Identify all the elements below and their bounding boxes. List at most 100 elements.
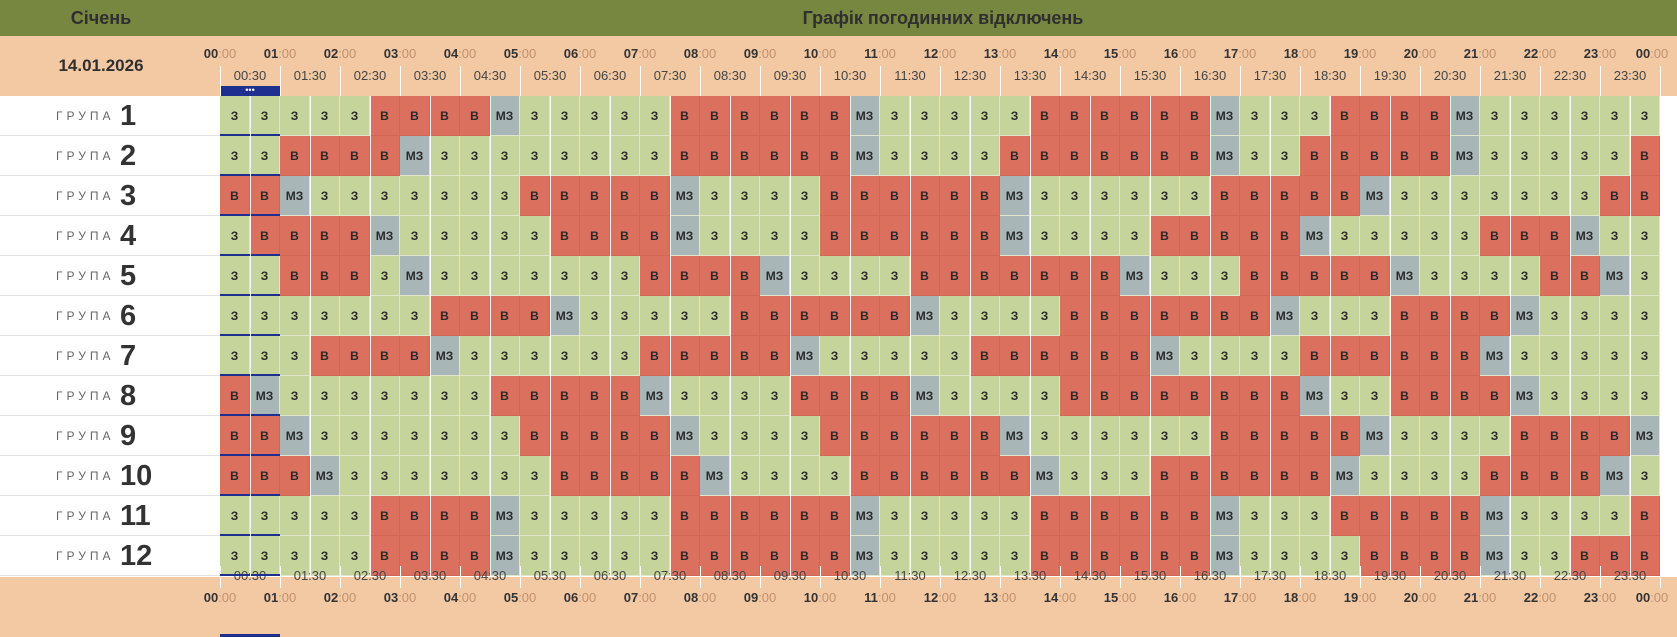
schedule-cell: З xyxy=(760,216,790,256)
hour-label-minutes: :00 xyxy=(398,590,417,605)
hour-label-hour: 18 xyxy=(1283,590,1299,605)
schedule-cell: З xyxy=(430,216,460,256)
hour-label-bottom: 02:00 xyxy=(315,588,365,608)
schedule-cell: З xyxy=(1420,256,1450,296)
hour-label-hour: 23 xyxy=(1583,46,1599,61)
schedule-cell: МЗ xyxy=(790,336,820,376)
schedule-cell: МЗ xyxy=(1000,176,1030,216)
schedule-cell: МЗ xyxy=(1480,336,1510,376)
schedule-cell: З xyxy=(520,456,550,496)
schedule-cell: МЗ xyxy=(400,256,430,296)
schedule-cell: В xyxy=(670,496,700,536)
schedule-cell: З xyxy=(1510,256,1540,296)
half-hour-label-bottom: 21:30 xyxy=(1480,566,1540,586)
schedule-cell: МЗ xyxy=(1270,296,1300,336)
schedule-cell: З xyxy=(460,416,490,456)
hour-grid-line xyxy=(430,96,431,576)
schedule-cell: З xyxy=(550,536,580,576)
group-word: ГРУПА xyxy=(56,109,115,123)
schedule-cell: МЗ xyxy=(1510,296,1540,336)
schedule-cell: В xyxy=(1600,416,1630,456)
schedule-cell: В xyxy=(400,96,430,136)
hour-label-bottom: 22:00 xyxy=(1515,588,1565,608)
group-word: ГРУПА xyxy=(56,349,115,363)
half-hour-label-top: 10:30 xyxy=(833,68,867,83)
hour-grid-line xyxy=(730,96,731,576)
schedule-cell: З xyxy=(1330,216,1360,256)
schedule-cell: З xyxy=(610,336,640,376)
schedule-cell: З xyxy=(1570,136,1600,176)
hour-divider xyxy=(340,566,341,588)
schedule-cell: З xyxy=(1240,536,1270,576)
schedule-cell: В xyxy=(220,416,250,456)
schedule-cell: З xyxy=(1420,216,1450,256)
half-hour-label-top: 06:30 xyxy=(593,68,627,83)
schedule-cell: З xyxy=(400,456,430,496)
hour-label-bottom: 07:00 xyxy=(615,588,665,608)
hour-label-hour: 03 xyxy=(383,46,399,61)
schedule-cell: З xyxy=(1000,96,1030,136)
schedule-cell: В xyxy=(490,296,520,336)
schedule-cell: З xyxy=(610,256,640,296)
schedule-cell: В xyxy=(730,536,760,576)
schedule-cell: З xyxy=(280,96,310,136)
schedule-cell: В xyxy=(1330,136,1360,176)
schedule-cell: В xyxy=(640,176,670,216)
schedule-cell: МЗ xyxy=(490,96,520,136)
hour-divider xyxy=(1300,66,1301,96)
schedule-cell: З xyxy=(1000,376,1030,416)
hour-divider xyxy=(1420,66,1421,96)
schedule-cell: В xyxy=(580,416,610,456)
schedule-cell: В xyxy=(1480,456,1510,496)
hour-label-top: 18:00 xyxy=(1275,44,1325,64)
half-hour-label-bottom: 23:30 xyxy=(1600,566,1660,586)
schedule-cell: В xyxy=(1600,176,1630,216)
schedule-cell: З xyxy=(880,96,910,136)
hour-grid-line xyxy=(1270,96,1271,576)
schedule-cell: З xyxy=(1510,96,1540,136)
hour-label-bottom: 10:00 xyxy=(795,588,845,608)
group-number: 9 xyxy=(120,420,137,452)
schedule-cell: З xyxy=(970,376,1000,416)
schedule-cell: З xyxy=(580,296,610,336)
hour-divider xyxy=(1360,66,1361,96)
schedule-cell: В xyxy=(1510,216,1540,256)
schedule-cell: З xyxy=(310,416,340,456)
schedule-cell: В xyxy=(1270,456,1300,496)
schedule-cell: З xyxy=(1450,176,1480,216)
hour-divider xyxy=(1540,66,1541,96)
schedule-cell: В xyxy=(1060,96,1090,136)
hour-label-hour: 06 xyxy=(563,46,579,61)
schedule-cell: В xyxy=(850,416,880,456)
half-hour-label-bottom: 10:30 xyxy=(820,566,880,586)
schedule-cell: МЗ xyxy=(1570,216,1600,256)
schedule-cell: З xyxy=(1540,536,1570,576)
schedule-cell: З xyxy=(700,296,730,336)
hour-label-hour: 13 xyxy=(983,46,999,61)
half-hour-label-bottom: 03:30 xyxy=(400,566,460,586)
schedule-cell: В xyxy=(430,496,460,536)
half-hour-label-top: 01:30 xyxy=(293,68,327,83)
hour-label-bottom: 06:00 xyxy=(555,588,605,608)
schedule-cell: З xyxy=(400,176,430,216)
hour-label-hour: 08 xyxy=(683,46,699,61)
schedule-cell: В xyxy=(250,176,280,216)
hour-grid-line xyxy=(790,96,791,576)
schedule-cell: З xyxy=(880,496,910,536)
schedule-cell: З xyxy=(760,456,790,496)
schedule-cell: З xyxy=(700,216,730,256)
schedule-cell: З xyxy=(460,456,490,496)
schedule-cell: В xyxy=(430,536,460,576)
schedule-cell: З xyxy=(370,456,400,496)
schedule-cell: В xyxy=(1420,136,1450,176)
schedule-cell: З xyxy=(460,136,490,176)
schedule-cell: З xyxy=(550,256,580,296)
half-hour-label-bottom: 07:30 xyxy=(640,566,700,586)
schedule-cell: З xyxy=(430,176,460,216)
schedule-cell: В xyxy=(1420,496,1450,536)
group-label: ГРУПА 1 xyxy=(0,96,220,136)
schedule-cell: В xyxy=(970,416,1000,456)
schedule-cell: З xyxy=(790,216,820,256)
schedule-cell: З xyxy=(400,416,430,456)
hour-divider xyxy=(280,566,281,588)
